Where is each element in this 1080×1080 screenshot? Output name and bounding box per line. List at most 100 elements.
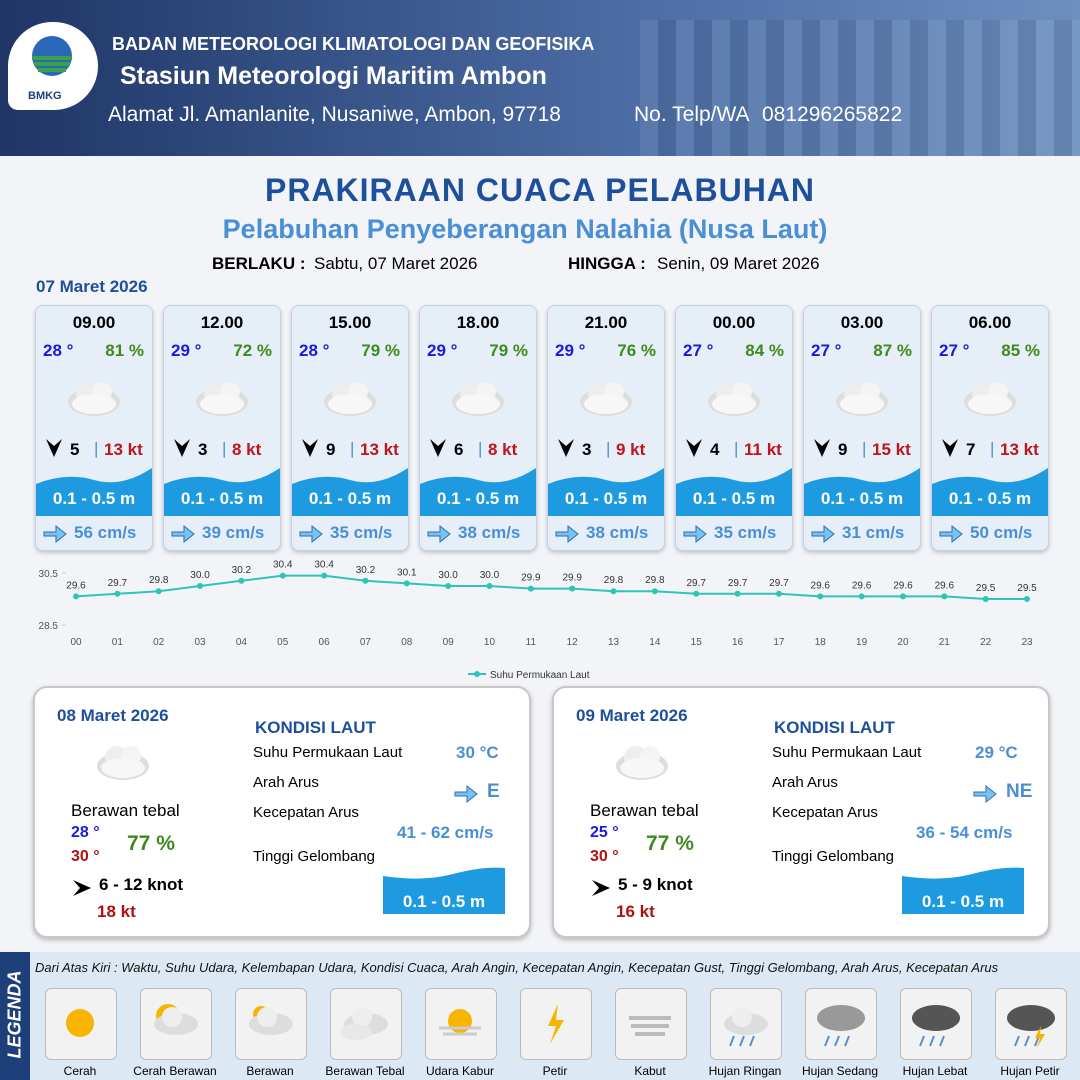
wave-height: 0.1 - 0.5 m	[820, 489, 904, 508]
humidity: 79 %	[361, 341, 400, 360]
weather-icon	[616, 746, 668, 780]
sst-chart: 28.5 30.5 29.6 00 29.7 01 29.8 02 30.0 03 30.2 04 30…	[39, 560, 1038, 681]
logo-mark	[32, 36, 72, 76]
value-label: 29.6	[935, 580, 955, 591]
temperature: 29 °	[171, 341, 202, 360]
condition: Berawan tebal	[71, 801, 180, 820]
legend-icon	[154, 1004, 198, 1035]
wind-arrow	[558, 439, 574, 457]
temperature: 29 °	[555, 341, 586, 360]
wind-speed: 9	[326, 440, 336, 459]
wind-arrow	[174, 439, 190, 457]
legend-item: Hujan Ringan	[708, 1064, 782, 1078]
sst-point	[817, 593, 824, 600]
value-label: 29.8	[604, 575, 624, 586]
valid-from-label: BERLAKU :	[212, 254, 306, 273]
wind-arrow	[46, 439, 62, 457]
wind-speed: 6	[454, 440, 464, 459]
x-tick-label: 10	[484, 637, 496, 648]
current-arrow	[811, 524, 835, 544]
current-speed: 39 cm/s	[202, 523, 265, 542]
gust: 16 kt	[616, 902, 655, 921]
legend-side	[0, 952, 30, 1080]
value-label: 30.0	[190, 570, 210, 581]
wind-arrow	[592, 880, 610, 896]
legend-item: Petir	[542, 1064, 568, 1078]
x-tick-label: 08	[401, 637, 413, 648]
legend-item: Hujan Lebat	[902, 1064, 968, 1078]
legend-marker	[474, 671, 480, 677]
wave	[36, 468, 152, 516]
day-panel: 08 Maret 2026 Berawan tebal 28 ° 30 ° 77 % 6 …	[33, 686, 531, 938]
value-label: 29.9	[562, 573, 582, 584]
x-tick-label: 04	[236, 637, 248, 648]
phone-label: No. Telp/WA	[634, 103, 750, 126]
wave-height: 0.1 - 0.5 m	[692, 489, 776, 508]
value-label: 30.4	[273, 560, 293, 571]
humidity: 79 %	[489, 341, 528, 360]
sst-point	[403, 580, 410, 587]
humidity: 84 %	[745, 341, 784, 360]
wave	[383, 867, 505, 914]
legend-icon	[817, 1005, 865, 1047]
weather-icon	[324, 382, 376, 416]
forecast-card: 15.00 28 ° 79 % 9 | 13 kt 0.1 - 0.5 m 35 cm/s	[291, 305, 409, 551]
sea-heading: KONDISI LAUT	[774, 718, 895, 737]
time: 18.00	[456, 313, 500, 332]
legend-label: Suhu Permukaan Laut	[490, 670, 590, 681]
separator: |	[990, 439, 995, 458]
separator: |	[222, 439, 227, 458]
current-speed: 31 cm/s	[842, 523, 905, 542]
sst-point	[238, 577, 245, 584]
y-tick-label: 30.5	[39, 569, 59, 580]
humidity: 77 %	[646, 832, 694, 855]
legend-item: Berawan Tebal	[325, 1064, 405, 1078]
value-label: 29.8	[645, 575, 665, 586]
temperature: 28 °	[43, 341, 74, 360]
x-tick-label: 22	[980, 637, 992, 648]
sea-label: Suhu Permukaan Laut	[253, 744, 403, 761]
wave	[902, 867, 1024, 914]
time: 00.00	[712, 313, 756, 332]
sea-label: Arah Arus	[772, 774, 838, 791]
sst-point	[775, 590, 782, 597]
wind-arrow	[814, 439, 830, 457]
x-tick-label: 18	[815, 637, 827, 648]
separator: |	[94, 439, 99, 458]
legend-icon	[249, 1006, 293, 1035]
sea-heading: KONDISI LAUT	[255, 718, 376, 737]
forecast-card: 00.00 27 ° 84 % 4 | 11 kt 0.1 - 0.5 m 35 cm/s	[675, 305, 793, 551]
condition: Berawan tebal	[590, 801, 699, 820]
x-tick-label: 02	[153, 637, 165, 648]
wind-speed: 5	[70, 440, 80, 459]
gust: 11 kt	[744, 440, 782, 459]
value-label: 29.8	[149, 575, 169, 586]
wave	[420, 468, 536, 516]
separator: |	[606, 439, 611, 458]
title: PRAKIRAAN CUACA PELABUHAN	[264, 172, 816, 208]
current-speed: 56 cm/s	[74, 523, 137, 542]
legend-icon	[340, 1007, 388, 1040]
wind-arrow	[686, 439, 702, 457]
sst-point	[899, 593, 906, 600]
value-label: 29.7	[686, 578, 706, 589]
current-arrow	[683, 524, 707, 544]
legend-title: LEGENDA	[4, 970, 25, 1059]
gust: 8 kt	[232, 440, 262, 459]
wind-speed: 4	[710, 440, 720, 459]
current-dir: NE	[1006, 781, 1033, 802]
humidity: 72 %	[233, 341, 272, 360]
value-label: 29.5	[1017, 583, 1037, 594]
legend-item: Hujan Petir	[1000, 1064, 1060, 1078]
x-tick-label: 07	[360, 637, 372, 648]
x-tick-label: 06	[319, 637, 331, 648]
value-label: 29.7	[108, 578, 128, 589]
weather-icon	[452, 382, 504, 416]
sst-point	[734, 590, 741, 597]
legend-icon	[548, 1004, 564, 1044]
sst-point	[651, 588, 658, 595]
wave	[292, 468, 408, 516]
gust: 18 kt	[97, 902, 136, 921]
time: 12.00	[200, 313, 244, 332]
current-speed: 35 cm/s	[330, 523, 393, 542]
